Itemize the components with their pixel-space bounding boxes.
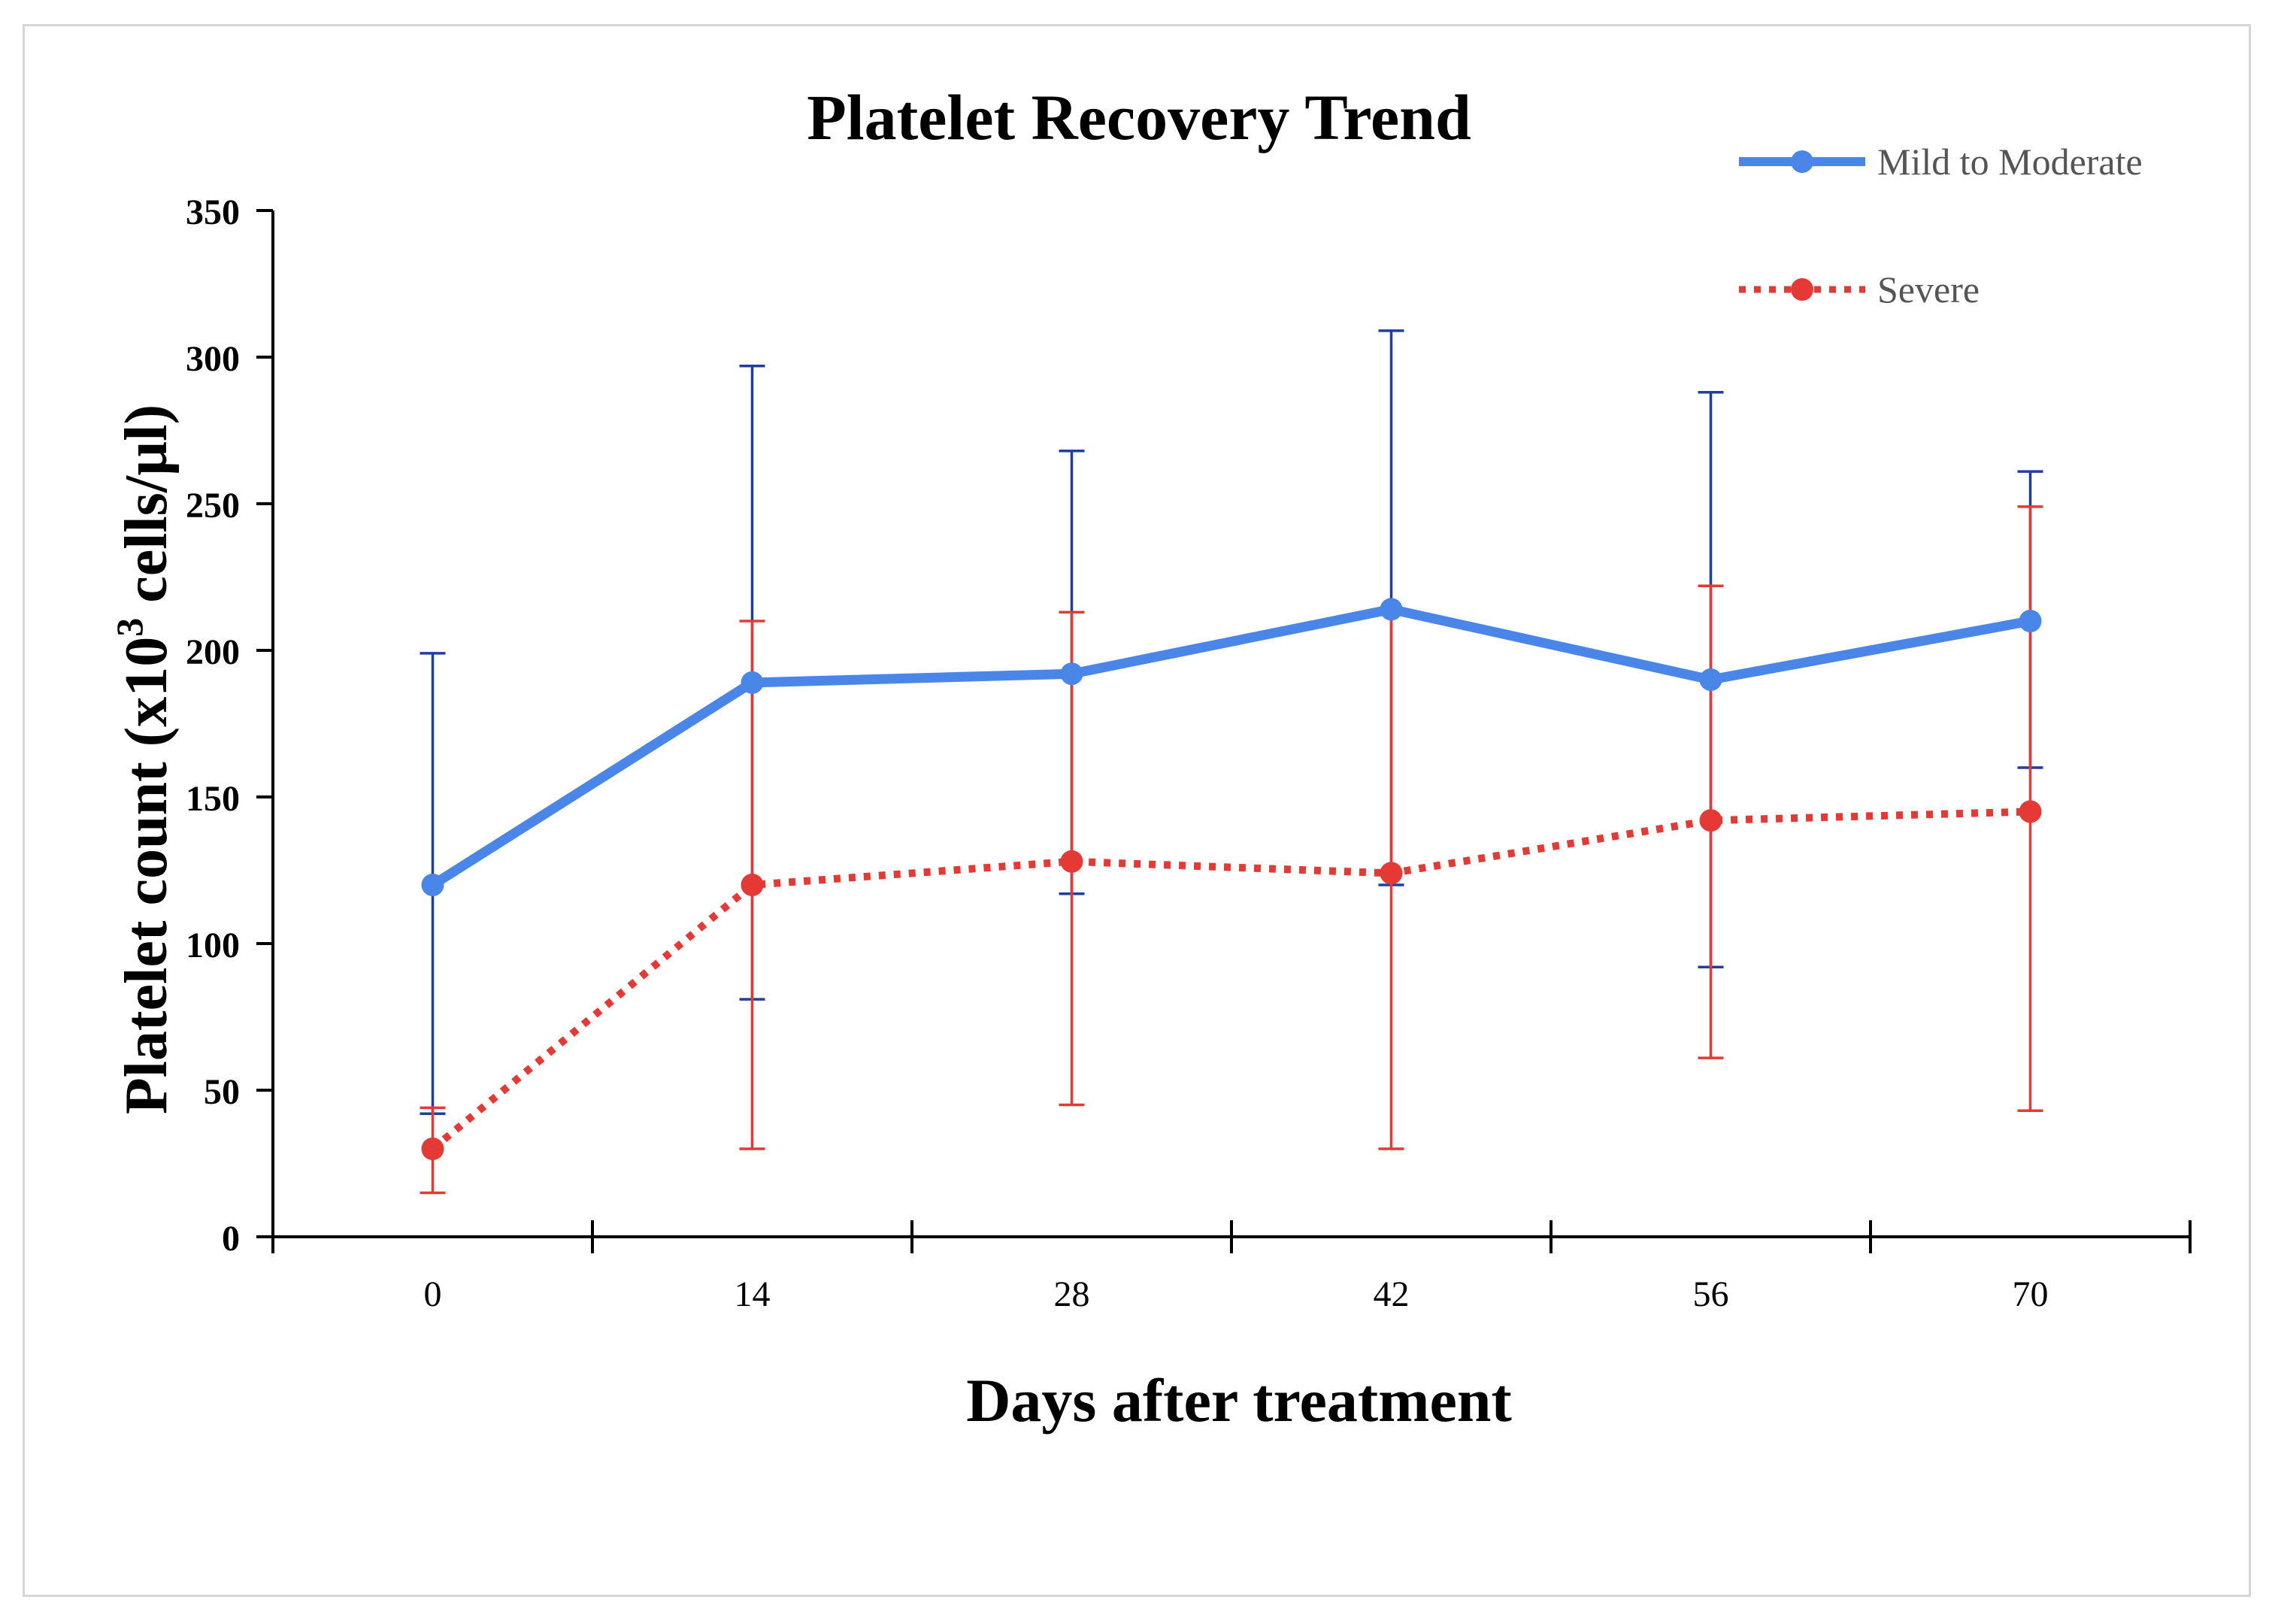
data-point — [741, 671, 764, 694]
data-point — [2019, 800, 2042, 823]
x-axis-label: Days after treatment — [966, 1366, 1512, 1435]
x-tick-label: 56 — [1693, 1274, 1729, 1314]
x-tick-label: 70 — [2013, 1274, 2049, 1314]
legend: Mild to Moderate Severe — [1739, 141, 2143, 311]
legend-swatch-point — [1791, 150, 1813, 173]
y-tick-label: 350 — [186, 192, 240, 232]
legend-label: Severe — [1877, 268, 1980, 311]
data-point — [421, 1138, 444, 1160]
y-tick-label: 100 — [186, 926, 240, 965]
x-tick-label: 0 — [424, 1274, 442, 1314]
legend-swatch-point — [1791, 278, 1813, 301]
series-line — [430, 807, 2031, 1152]
y-tick-label: 150 — [186, 779, 240, 819]
y-tick-label: 300 — [186, 339, 240, 379]
chart-frame: 0 50 100 150 200 250 300 350 0 14 28 42 56 70 Platele… — [23, 24, 2251, 1597]
chart-title: Platelet Recovery Trend — [807, 81, 1471, 153]
y-tick-label: 200 — [186, 632, 240, 672]
data-point — [1380, 862, 1403, 885]
chart-svg: 0 50 100 150 200 250 300 350 0 14 28 42 56 70 Platele… — [108, 81, 2192, 1435]
y-axis-label-superscript: 3 — [108, 618, 150, 637]
series-points — [421, 598, 2042, 1160]
y-axis-label-rest: cells/µl) — [114, 404, 180, 618]
y-tick-label: 0 — [222, 1219, 240, 1259]
series-line — [430, 604, 2031, 889]
x-tick-label: 42 — [1374, 1274, 1410, 1314]
data-point — [741, 874, 764, 896]
x-tick-label: 28 — [1054, 1274, 1090, 1314]
series-lines — [430, 604, 2031, 1152]
y-tick-label: 50 — [204, 1072, 240, 1112]
legend-label: Mild to Moderate — [1877, 141, 2143, 183]
data-point — [2019, 610, 2042, 632]
data-point — [1380, 598, 1403, 621]
data-point — [421, 874, 444, 896]
data-point — [1699, 809, 1722, 832]
error-bars — [420, 329, 2043, 1195]
y-tick-label: 250 — [186, 486, 240, 526]
y-axis-label-main: Platelet count (x10 — [114, 637, 180, 1114]
x-tick-label: 14 — [735, 1274, 771, 1314]
data-point — [1060, 850, 1083, 873]
data-point — [1060, 662, 1083, 686]
data-point — [1699, 668, 1722, 691]
y-axis-label: Platelet count (x103 cells/µl) — [108, 404, 180, 1114]
axes: 0 50 100 150 200 250 300 350 0 14 28 42 56 70 — [186, 192, 2192, 1314]
